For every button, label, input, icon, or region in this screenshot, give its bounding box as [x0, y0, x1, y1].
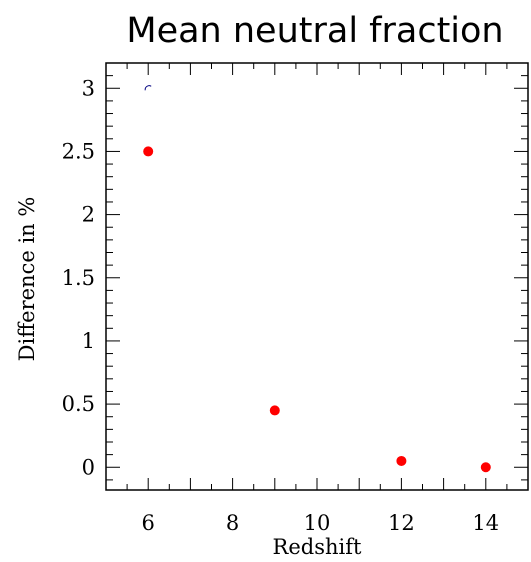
y-tick-label: 1.5 [62, 266, 95, 290]
data-point [396, 455, 407, 466]
data-point [269, 405, 280, 416]
points-layer [143, 146, 491, 473]
x-tick-label: 12 [388, 511, 415, 535]
annotation-arc [144, 85, 152, 91]
y-tick-label: 0 [82, 455, 95, 479]
y-tick-label: 3 [82, 76, 95, 100]
y-tick-label: 1 [82, 329, 95, 353]
x-tick-label: 6 [142, 511, 155, 535]
y-tick-label: 2.5 [62, 139, 95, 163]
ticks-layer: 6 8 10 12 14 0 0.5 1 1.5 2 2.5 3 [62, 62, 529, 535]
y-axis-label: Difference in % [15, 197, 39, 362]
x-tick-label: 10 [304, 511, 331, 535]
x-tick-label: 14 [472, 511, 499, 535]
x-tick-label: 8 [226, 511, 239, 535]
chart-title: Mean neutral fraction [126, 11, 503, 51]
data-point [143, 146, 154, 157]
y-tick-label: 2 [82, 203, 95, 227]
x-axis-label: Redshift [273, 535, 362, 559]
data-point [480, 462, 491, 473]
plot-frame [105, 62, 529, 491]
y-tick-label: 0.5 [62, 392, 95, 416]
annotations-layer [144, 85, 152, 91]
